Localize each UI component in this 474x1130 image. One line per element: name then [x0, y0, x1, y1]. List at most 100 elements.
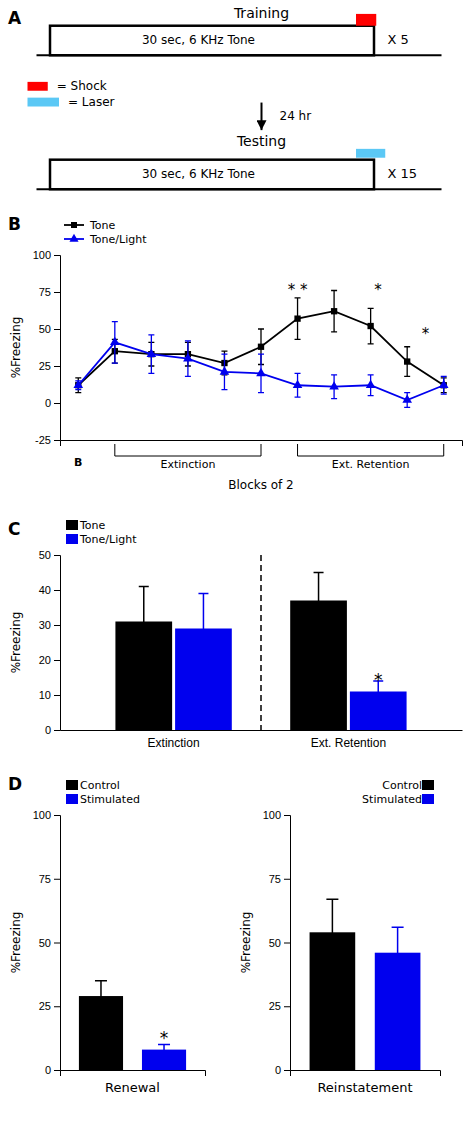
y-tick: 100 — [263, 809, 290, 821]
bracket — [298, 444, 444, 456]
protocol-box — [50, 26, 374, 56]
tick-mark — [284, 879, 290, 880]
legend-swatch — [28, 82, 48, 91]
tick-label: 50 — [39, 323, 51, 335]
axis-line — [284, 816, 291, 1071]
annotation: * * — [288, 281, 308, 299]
protocol-box — [50, 160, 374, 190]
y-tick: 0 — [45, 724, 60, 736]
y-tick: 25 — [39, 360, 60, 372]
tick-mark — [54, 366, 60, 367]
legend-swatch — [66, 534, 78, 544]
tick-label: 75 — [39, 286, 51, 298]
line-panel: B-250255075100%Freezing* ***BExtinctionE… — [8, 214, 463, 492]
bracket-label: Extinction — [160, 458, 215, 471]
y-tick: 75 — [269, 873, 290, 885]
panel-label: A — [8, 8, 22, 28]
y-tick: 75 — [39, 286, 60, 298]
data-point — [147, 349, 157, 357]
error-bar — [198, 594, 208, 664]
protocol-baseline — [37, 188, 442, 190]
y-tick: 100 — [33, 249, 60, 261]
tick-mark — [54, 440, 60, 441]
tick-label: Ext. Retention — [311, 736, 386, 750]
y-tick: 50 — [39, 549, 60, 561]
legend-label: Control — [80, 779, 120, 792]
tick-mark — [284, 815, 290, 816]
legend-swatch — [28, 98, 60, 107]
y-axis: 01020304050 — [39, 549, 61, 736]
y-tick: 50 — [39, 937, 60, 949]
tick-mark — [54, 555, 60, 556]
legend-item: Tone — [64, 219, 116, 232]
section-title: Testing — [236, 133, 286, 149]
y-axis: -25 0 25 50 75 100 — [33, 249, 61, 446]
x-tick: Ext. Retention — [311, 730, 386, 750]
legend-swatch — [71, 222, 77, 228]
y-tick: 50 — [39, 323, 60, 335]
plot-area — [115, 573, 406, 731]
legend-label: Stimulated — [362, 793, 422, 806]
repeat-text: X 5 — [388, 32, 409, 47]
y-axis-title: %Freezing — [9, 317, 23, 379]
x-axis-title: Reinstatement — [317, 1080, 412, 1095]
group-divider — [260, 555, 262, 730]
error-bar — [392, 927, 404, 978]
y-tick: 50 — [269, 937, 290, 949]
tick-mark — [54, 943, 60, 944]
data-point — [367, 323, 373, 329]
error-bar — [95, 981, 107, 1012]
data-point — [331, 308, 337, 314]
legend-item: Stimulated — [362, 793, 434, 806]
box-text: 30 sec, 6 KHz Tone — [142, 167, 255, 181]
legend-swatch — [66, 520, 78, 530]
tick-mark — [54, 329, 60, 330]
error-bar — [404, 347, 410, 377]
tick-mark — [284, 943, 290, 944]
legend-label: Tone/Light — [79, 533, 137, 546]
shock-square — [356, 14, 376, 26]
bracket — [115, 444, 261, 456]
axis-line — [61, 1071, 206, 1077]
y-tick: 75 — [39, 873, 60, 885]
data-point — [73, 380, 83, 388]
panel-label: D — [8, 774, 22, 794]
annotation: * — [374, 670, 383, 690]
series-line — [78, 342, 443, 400]
legend-label: Tone — [79, 519, 106, 532]
annotation: * — [374, 281, 382, 299]
data-point — [439, 380, 449, 388]
data-point — [366, 380, 376, 388]
y-tick: 0 — [45, 397, 60, 409]
legend-item: Tone/Light — [66, 533, 137, 546]
legend-swatch — [66, 780, 78, 790]
y-axis: 0255075100 — [33, 809, 61, 1076]
y-tick: -25 — [35, 434, 60, 446]
axis-line — [54, 556, 61, 731]
tick-label: 50 — [39, 549, 51, 561]
tick-mark — [54, 695, 60, 696]
error-bar — [368, 308, 374, 344]
tick-mark — [284, 1006, 290, 1007]
legend-label: Tone/Light — [89, 233, 147, 246]
tick-label: 50 — [269, 937, 281, 949]
tick-label: 100 — [33, 249, 51, 261]
panel-label: C — [8, 519, 20, 539]
axis-line — [54, 816, 61, 1071]
x-tick: Extinction — [148, 730, 200, 750]
legend-label: = Shock — [57, 79, 107, 93]
y-axis-title: %Freezing — [239, 912, 253, 974]
x-axis-title: Renewal — [105, 1080, 160, 1095]
plot-area — [73, 291, 448, 408]
tick-label: 25 — [39, 1000, 51, 1012]
tick-label: 25 — [269, 1000, 281, 1012]
x-marker: B — [74, 456, 82, 469]
y-axis-title: %Freezing — [9, 612, 23, 674]
tick-label: -25 — [35, 434, 51, 446]
annotation: * — [160, 1028, 169, 1048]
y-axis: 0255075100 — [263, 809, 291, 1076]
tick-mark — [54, 815, 60, 816]
tick-label: 75 — [269, 873, 281, 885]
legend-label: Tone — [89, 219, 116, 232]
legend-item: Control — [382, 779, 434, 792]
